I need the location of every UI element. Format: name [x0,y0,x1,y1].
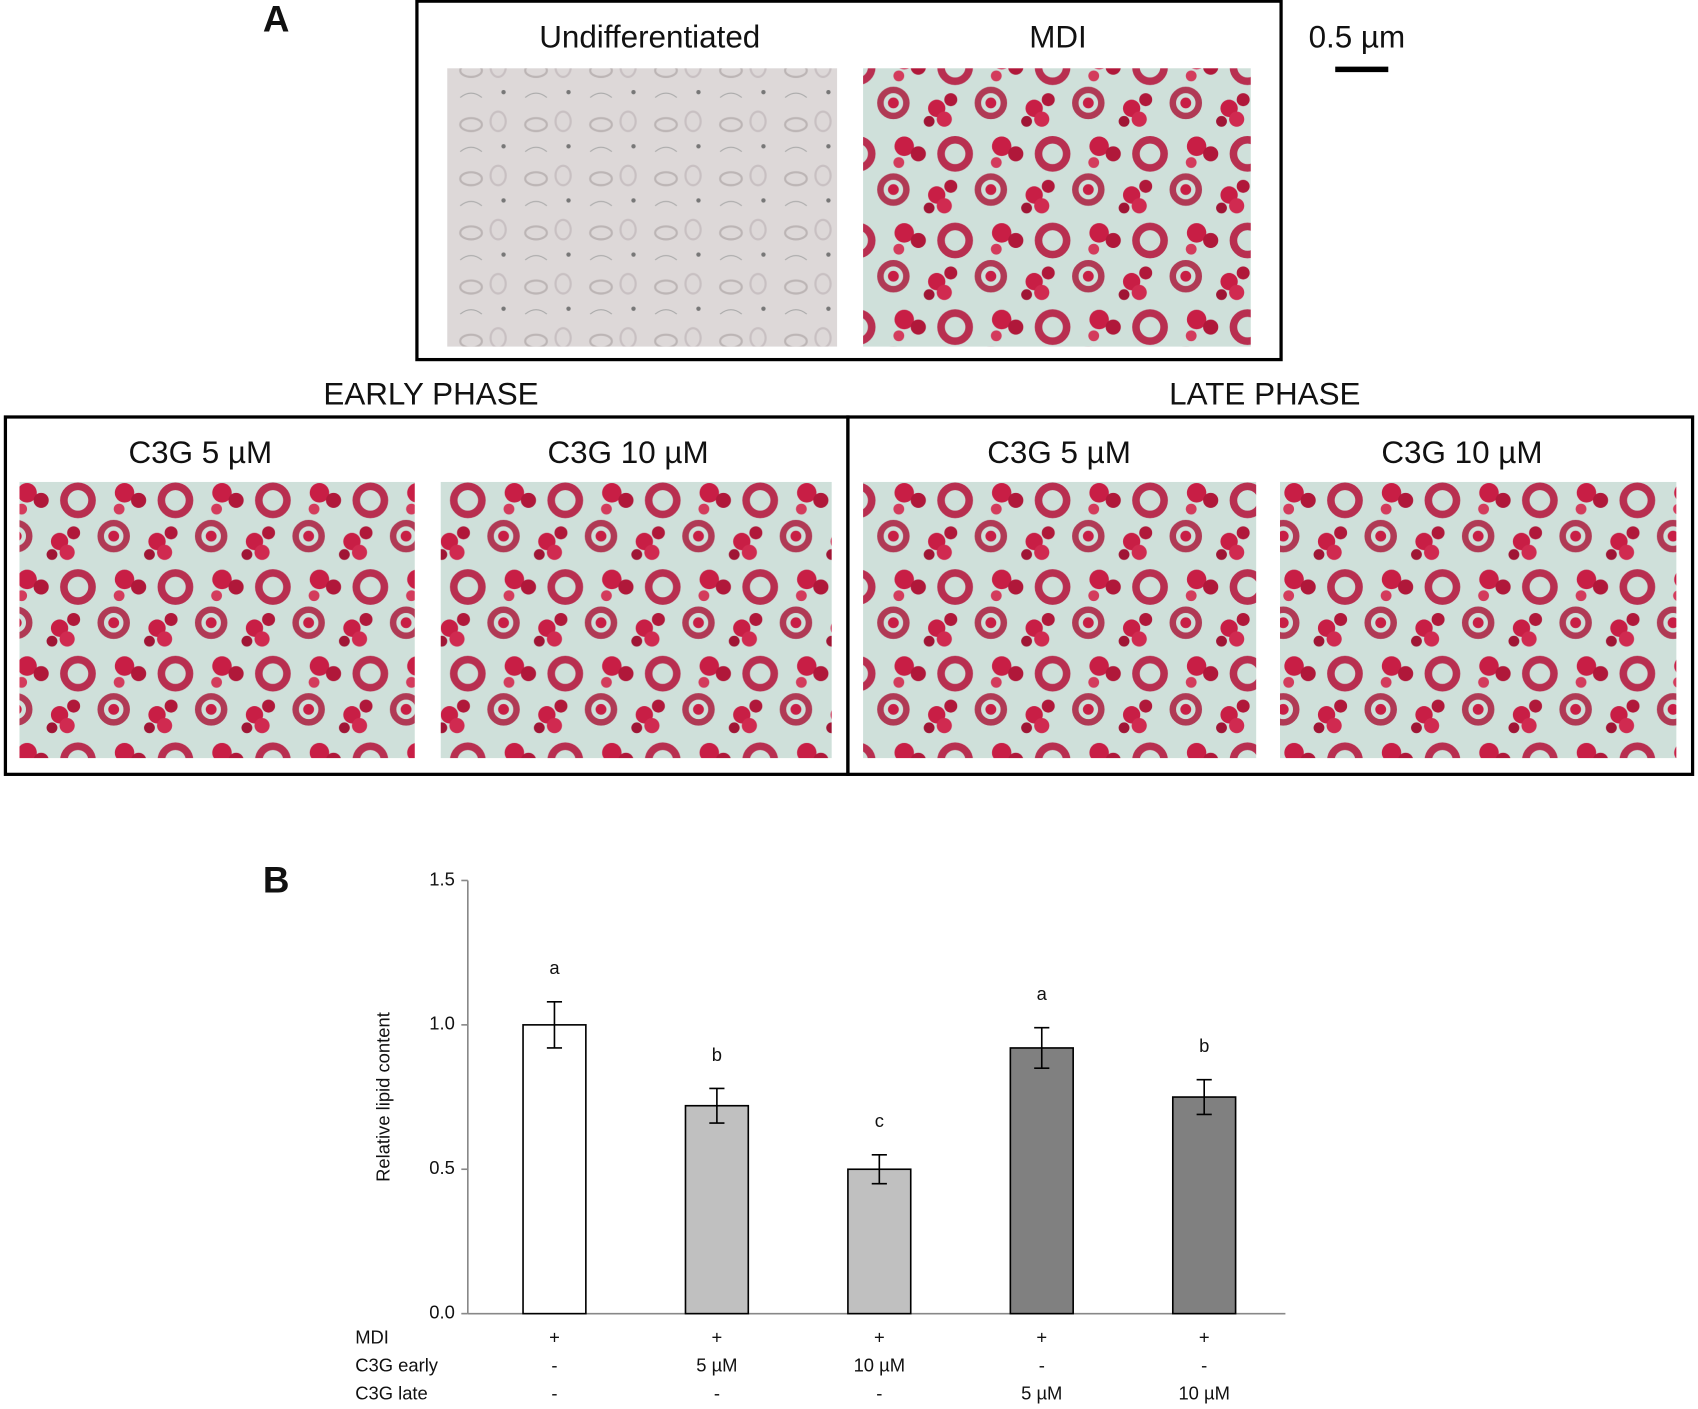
bar [684,1104,750,1315]
micrograph [19,481,415,759]
image-title: MDI [1029,19,1087,54]
micrograph [863,68,1251,347]
image-title: C3G 10 µM [548,435,709,470]
treatment-value: 10 µM [854,1355,905,1376]
micrograph [440,481,832,759]
treatment-value: + [1036,1326,1047,1347]
panel-label: B [263,859,290,900]
treatment-name: C3G late [355,1383,428,1404]
bar [1009,1047,1074,1315]
treatment-name: C3G early [355,1355,439,1376]
panel-label: A [263,0,290,39]
error-bar [871,1153,887,1185]
significance-letter: b [1199,1035,1209,1056]
treatment-value: + [874,1326,885,1347]
image-title: C3G 5 µM [987,435,1131,470]
treatment-value: - [1039,1355,1045,1376]
treatment-value: - [551,1383,557,1404]
treatment-value: + [712,1326,723,1347]
treatment-value: - [551,1355,557,1376]
treatment-value: + [549,1326,560,1347]
treatment-value: - [1201,1355,1207,1376]
y-tick-label: 0.5 [429,1157,455,1178]
image-title: C3G 5 µM [128,435,272,470]
significance-letter: a [1037,983,1048,1004]
image-title: C3G 10 µM [1381,435,1542,470]
error-bar [1034,1026,1050,1069]
bar [847,1168,912,1315]
micrograph [863,481,1257,759]
treatment-value: 5 µM [696,1355,737,1376]
significance-letter: a [549,957,560,978]
frame [846,415,1695,776]
y-tick-label: 1.5 [429,868,455,889]
micrograph [447,68,838,347]
image-title: Undifferentiated [539,19,760,54]
group-title: LATE PHASE [1169,377,1360,412]
panel-a: A Undifferentiated MDI 0.5 µm EARLY PHAS… [3,0,1695,776]
treatment-name: MDI [355,1326,389,1347]
micrograph [1279,481,1677,759]
scale-bar-label: 0.5 µm [1309,19,1406,54]
error-bar [709,1087,725,1124]
bar [522,1024,587,1315]
frame [415,0,1283,362]
error-bar [1196,1078,1212,1116]
error-bar [546,1000,563,1049]
treatment-value: + [1199,1326,1210,1347]
significance-letter: c [875,1110,884,1131]
treatment-value: - [714,1383,720,1404]
bar [1171,1096,1237,1315]
panel-b: B Relative lipid content 0.0 0.5 1.0 1.5 a b c… [263,859,1286,1404]
y-axis-label: Relative lipid content [372,1012,393,1182]
group-title: EARLY PHASE [323,377,538,412]
treatment-value: - [876,1383,882,1404]
treatment-value: 5 µM [1021,1383,1062,1404]
significance-letter: b [712,1044,722,1065]
treatment-value: 10 µM [1178,1383,1229,1404]
y-tick-label: 1.0 [429,1013,455,1034]
y-tick-label: 0.0 [429,1301,455,1322]
